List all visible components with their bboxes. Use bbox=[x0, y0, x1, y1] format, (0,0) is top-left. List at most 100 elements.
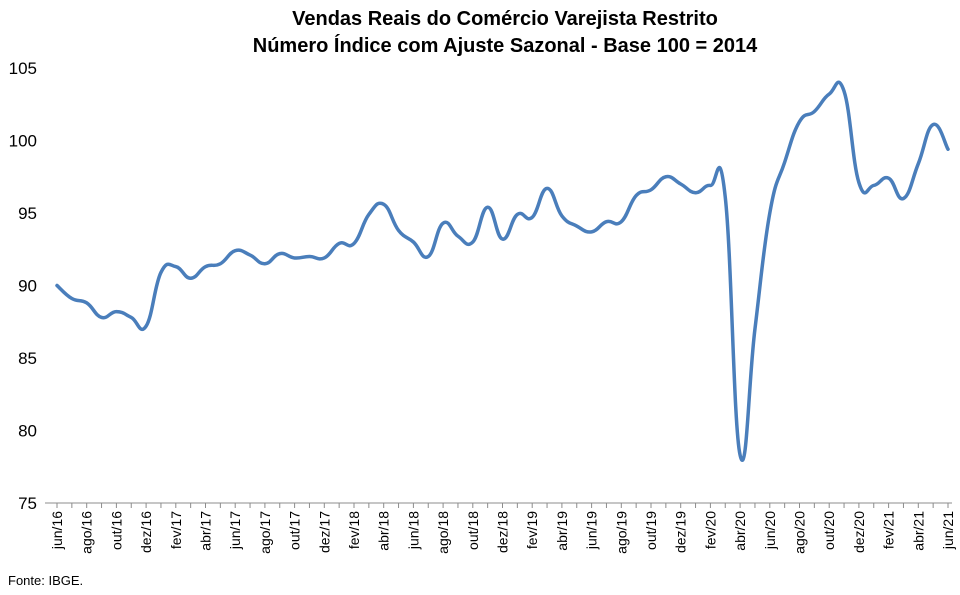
data-point bbox=[902, 197, 905, 200]
data-point bbox=[486, 206, 489, 209]
chart-subtitle: Número Índice com Ajuste Sazonal - Base … bbox=[252, 35, 758, 57]
data-point bbox=[501, 238, 504, 241]
x-axis: jun/16 ago/16 out/16 dez/16 fev/17 abr/17 jun/… bbox=[45, 502, 956, 554]
data-point bbox=[189, 277, 192, 280]
y-tick-label: 75 bbox=[18, 494, 37, 513]
x-tick-label: out/19 bbox=[643, 511, 659, 550]
x-tick-label: out/18 bbox=[465, 511, 481, 550]
data-point bbox=[130, 316, 133, 319]
x-tick-label: fev/21 bbox=[881, 511, 897, 549]
data-point bbox=[857, 181, 860, 184]
data-point bbox=[753, 328, 756, 331]
x-tick-label: jun/21 bbox=[940, 511, 956, 550]
x-tick-label: fev/18 bbox=[346, 511, 362, 549]
x-tick-label: abr/17 bbox=[198, 511, 214, 551]
x-tick-label: ago/17 bbox=[257, 511, 273, 554]
y-tick-label: 95 bbox=[18, 204, 37, 223]
x-tick-label: dez/17 bbox=[316, 511, 332, 553]
data-point bbox=[664, 175, 667, 178]
data-point bbox=[620, 220, 623, 223]
data-point bbox=[70, 297, 73, 300]
data-point bbox=[709, 184, 712, 187]
data-point bbox=[174, 265, 177, 268]
plot-area bbox=[55, 80, 950, 462]
data-point bbox=[234, 249, 237, 252]
data-point bbox=[85, 301, 88, 304]
x-tick-label: fev/17 bbox=[168, 511, 184, 549]
data-point bbox=[560, 214, 563, 217]
data-point bbox=[159, 271, 162, 274]
x-tick-label: dez/18 bbox=[495, 511, 511, 553]
x-tick-label: dez/16 bbox=[138, 511, 154, 553]
data-point bbox=[249, 254, 252, 257]
data-point bbox=[338, 242, 341, 245]
x-tick-label: jun/20 bbox=[762, 511, 778, 550]
x-tick-label: ago/19 bbox=[613, 511, 629, 554]
data-point bbox=[367, 213, 370, 216]
data-point bbox=[546, 187, 549, 190]
data-point bbox=[115, 310, 118, 313]
data-point bbox=[917, 162, 920, 165]
y-axis: 75 80 85 90 95 100 105 bbox=[9, 59, 37, 513]
y-tick-label: 80 bbox=[18, 422, 37, 441]
data-point bbox=[531, 216, 534, 219]
data-point bbox=[219, 262, 222, 265]
data-point bbox=[650, 188, 653, 191]
y-tick-label: 85 bbox=[18, 349, 37, 368]
x-tick-label: abr/18 bbox=[376, 511, 392, 551]
source-note: Fonte: IBGE. bbox=[8, 573, 84, 588]
data-point bbox=[813, 110, 816, 113]
x-tick-label: abr/19 bbox=[554, 511, 570, 551]
data-point bbox=[724, 196, 727, 199]
x-tick-label: dez/20 bbox=[851, 511, 867, 553]
data-point bbox=[635, 194, 638, 197]
data-point bbox=[308, 255, 311, 258]
data-point bbox=[828, 93, 831, 96]
data-point bbox=[397, 229, 400, 232]
y-tick-label: 90 bbox=[18, 277, 37, 296]
data-point bbox=[427, 255, 430, 258]
data-point bbox=[100, 316, 103, 319]
data-point bbox=[694, 191, 697, 194]
x-tick-label: jun/19 bbox=[584, 511, 600, 550]
data-point bbox=[382, 203, 385, 206]
data-point bbox=[887, 177, 890, 180]
data-point bbox=[947, 148, 950, 151]
x-tick-label: fev/20 bbox=[702, 511, 718, 549]
x-tick-label: ago/18 bbox=[435, 511, 451, 554]
data-point bbox=[843, 90, 846, 93]
data-point bbox=[56, 284, 59, 287]
x-tick-label: out/16 bbox=[108, 511, 124, 550]
x-tick-label: jun/17 bbox=[227, 511, 243, 550]
data-point bbox=[798, 120, 801, 123]
data-point bbox=[412, 241, 415, 244]
x-tick-label: abr/20 bbox=[732, 511, 748, 551]
data-point bbox=[932, 123, 935, 126]
data-point bbox=[456, 235, 459, 238]
chart-title: Vendas Reais do Comércio Varejista Restr… bbox=[292, 8, 718, 30]
x-tick-label: out/17 bbox=[287, 511, 303, 550]
data-point bbox=[783, 161, 786, 164]
data-point bbox=[768, 212, 771, 215]
x-tick-label: out/20 bbox=[821, 511, 837, 550]
data-point bbox=[590, 230, 593, 233]
data-point bbox=[204, 265, 207, 268]
data-point bbox=[872, 184, 875, 187]
data-point bbox=[575, 225, 578, 228]
series-line bbox=[55, 80, 950, 462]
y-tick-label: 105 bbox=[9, 59, 37, 78]
data-point bbox=[442, 222, 445, 225]
x-tick-label: abr/21 bbox=[910, 511, 926, 551]
x-tick-label: dez/19 bbox=[673, 511, 689, 553]
y-tick-label: 100 bbox=[9, 132, 37, 151]
data-point bbox=[471, 241, 474, 244]
x-tick-label: fev/19 bbox=[524, 511, 540, 549]
data-point bbox=[679, 183, 682, 186]
data-point bbox=[278, 252, 281, 255]
data-point bbox=[323, 256, 326, 259]
data-point bbox=[263, 262, 266, 265]
data-point bbox=[353, 242, 356, 245]
x-tick-label: jun/18 bbox=[405, 511, 421, 550]
x-tick-label: jun/16 bbox=[49, 511, 65, 550]
x-tick-label: ago/20 bbox=[792, 511, 808, 554]
